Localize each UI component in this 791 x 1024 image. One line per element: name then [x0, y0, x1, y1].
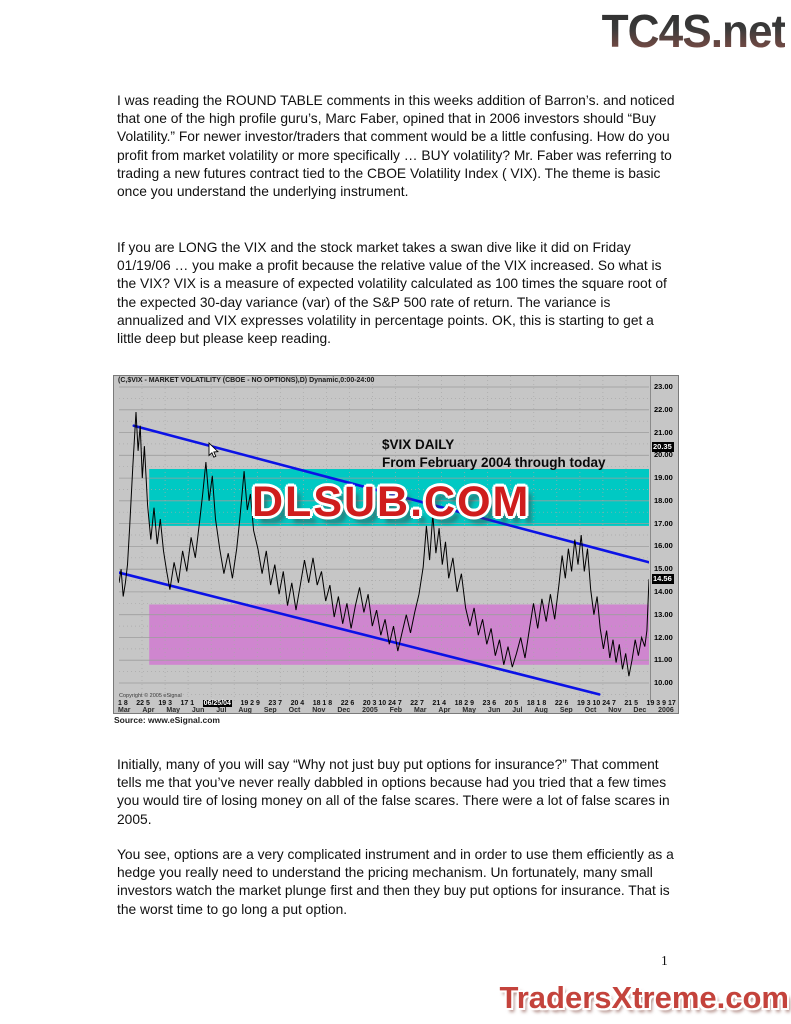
- month-tick: May: [462, 707, 476, 714]
- vix-chart-plot: [119, 376, 649, 702]
- price-tick: 16.00: [654, 541, 673, 551]
- date-tick: 21 4: [432, 700, 447, 707]
- date-tick: 18 1 8: [312, 700, 333, 707]
- month-tick: Aug: [534, 707, 548, 714]
- month-tick: 2006: [658, 707, 674, 714]
- price-tick: 23.00: [654, 382, 673, 391]
- chart-annotation-line2: From February 2004 through today: [382, 454, 606, 470]
- date-tick: 22 6: [554, 700, 569, 707]
- price-tick: 20.00: [654, 450, 673, 460]
- price-tick: 22.00: [654, 404, 673, 414]
- date-tick: 20 3 10 24 7: [362, 700, 402, 707]
- month-tick: Dec: [633, 707, 647, 714]
- price-tick: 12.00: [654, 632, 673, 642]
- date-tick: 23 6: [482, 700, 497, 707]
- date-tick: 20 5: [504, 700, 519, 707]
- price-tick: 11.00: [654, 655, 673, 665]
- vix-price-line: [119, 411, 649, 677]
- month-tick: Sep: [559, 707, 573, 714]
- month-tick: Jun: [487, 707, 501, 714]
- chart-annotation-line1: $VIX DAILY: [382, 437, 455, 452]
- month-tick: Aug: [238, 707, 252, 714]
- price-tick: 13.00: [654, 609, 673, 619]
- month-tick: Jul: [512, 707, 523, 714]
- month-tick: 2005: [362, 707, 378, 714]
- date-tick: 20 4: [290, 700, 305, 707]
- price-axis: 23.00 22.00 21.00 20.00 19.00 18.00 17.00 16.00…: [650, 376, 678, 702]
- month-tick: Jul: [216, 707, 227, 714]
- date-tick: 21 5: [624, 700, 639, 707]
- chart-annotation: $VIX DAILY From February 2004 through to…: [382, 436, 606, 471]
- month-tick: Apr: [142, 707, 155, 714]
- month-tick: Mar: [118, 707, 131, 714]
- price-badge: 20.35: [652, 442, 674, 453]
- month-tick: Nov: [312, 707, 326, 714]
- month-tick: Jun: [191, 707, 205, 714]
- price-tick: 21.00: [654, 427, 673, 437]
- date-tick: 1 8: [118, 700, 128, 707]
- date-tick: 22 5: [136, 700, 150, 707]
- chart-copyright: Copyright © 2005 eSignal: [119, 693, 182, 699]
- paragraph-vix-definition: If you are LONG the VIX and the stock ma…: [117, 240, 667, 347]
- month-tick: Oct: [288, 707, 301, 714]
- month-tick: Oct: [584, 707, 597, 714]
- date-tick: 18 1 8: [526, 700, 547, 707]
- month-tick: Dec: [337, 707, 351, 714]
- month-tick: Sep: [263, 707, 277, 714]
- chart-window-title: (C,$VIX - MARKET VOLATILITY (CBOE - NO O…: [118, 377, 375, 384]
- date-tick: 18 2 9: [454, 700, 475, 707]
- dlsub-watermark: DLSUB.COM: [252, 478, 531, 526]
- month-tick: Apr: [438, 707, 451, 714]
- mouse-cursor-icon: [208, 441, 219, 458]
- price-tick: 10.00: [654, 678, 673, 687]
- tradersxtreme-site-logo: TradersXtreme.com: [499, 980, 789, 1015]
- paragraph-put-options: Initially, many of you will say “Why not…: [117, 757, 670, 827]
- page-number: 1: [661, 953, 668, 968]
- month-tick: May: [166, 707, 180, 714]
- date-axis-months: Mar Apr May Jun Jul Aug Sep Oct Nov Dec 2005 Feb Mar…: [118, 707, 674, 714]
- month-tick: Nov: [608, 707, 622, 714]
- date-tick: 19 3 9 17: [646, 700, 676, 707]
- support-zone: [149, 604, 649, 665]
- date-tick: 17 1: [180, 700, 195, 707]
- date-tick: 23 7: [268, 700, 283, 707]
- date-axis-days: 1 8 22 5 19 3 17 1 06/25/04 19 2 9 23 7 20 4 18 …: [118, 700, 676, 707]
- tc4s-site-logo: TC4S.net: [601, 5, 786, 57]
- date-tick: 19 3 10 24 7: [576, 700, 616, 707]
- price-tick: 18.00: [654, 495, 673, 505]
- paragraph-options-complicated: You see, options are a very complicated …: [117, 847, 674, 917]
- date-badge: 06/25/04: [202, 700, 232, 707]
- lower-channel: [119, 571, 601, 696]
- price-tick: 14.00: [654, 586, 673, 596]
- price-tick: 19.00: [654, 473, 673, 483]
- date-tick: 22 7: [410, 700, 424, 707]
- price-tick: 17.00: [654, 518, 673, 528]
- chart-source-caption: Source: www.eSignal.com: [114, 715, 220, 725]
- date-tick: 22 6: [340, 700, 355, 707]
- price-badge: 14.56: [652, 574, 674, 585]
- date-tick: 19 3: [158, 700, 173, 707]
- month-tick: Mar: [414, 707, 427, 714]
- vix-chart-image: (C,$VIX - MARKET VOLATILITY (CBOE - NO O…: [113, 375, 679, 714]
- upper-channel: [132, 424, 649, 564]
- month-tick: Feb: [389, 707, 403, 714]
- date-tick: 19 2 9: [240, 700, 260, 707]
- paragraph-intro: I was reading the ROUND TABLE comments i…: [117, 93, 675, 200]
- price-tick: 15.00: [654, 564, 673, 574]
